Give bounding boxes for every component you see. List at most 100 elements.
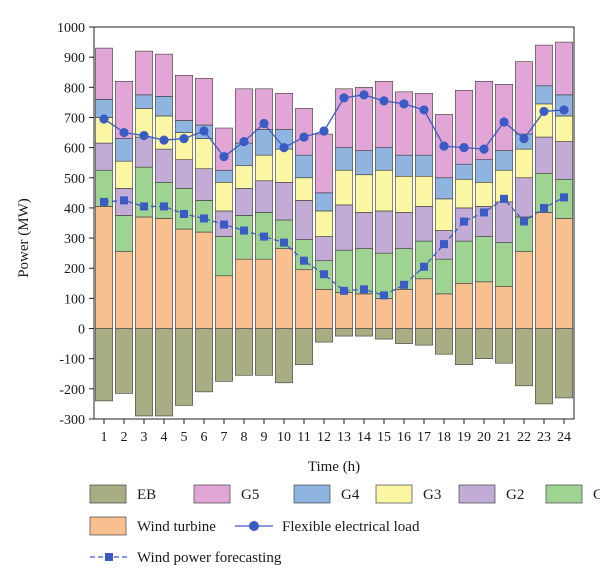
marker-wind-power-forecasting	[340, 286, 348, 295]
bar-g4	[215, 169, 233, 183]
bar-g2	[315, 236, 333, 261]
bar-g3	[395, 175, 413, 213]
bar-g5	[515, 61, 533, 135]
marker-wind-power-forecasting	[500, 194, 508, 203]
marker-flexible-electrical-load	[459, 143, 469, 153]
bar-g2	[515, 177, 533, 218]
marker-wind-power-forecasting	[380, 291, 388, 300]
marker-flexible-electrical-load	[239, 136, 249, 147]
y-tick-label: 900	[64, 51, 85, 66]
marker-wind-power-forecasting	[520, 217, 528, 226]
legend-label-wind-power-forecasting: Wind power forecasting	[137, 550, 282, 566]
bar-wind-turbine	[495, 286, 513, 329]
x-tick-label: 12	[317, 430, 331, 445]
marker-flexible-electrical-load	[219, 152, 229, 162]
bar-eb	[215, 328, 233, 382]
bar-g2	[495, 201, 513, 243]
bar-g1	[235, 215, 253, 260]
y-tick-label: -100	[59, 353, 85, 368]
bar-g5	[355, 87, 373, 151]
bar-eb	[535, 328, 553, 405]
bar-wind-turbine	[235, 258, 253, 329]
marker-wind-power-forecasting	[140, 202, 148, 211]
x-tick-label: 20	[477, 430, 491, 445]
legend-swatch-g3	[375, 484, 413, 504]
bar-wind-turbine	[155, 218, 173, 329]
marker-wind-power-forecasting	[360, 285, 368, 294]
x-tick-label: 21	[497, 430, 511, 445]
bar-g3	[195, 138, 213, 170]
legend-label-g3: G3	[423, 487, 441, 503]
marker-wind-power-forecasting	[560, 193, 568, 202]
bar-g2	[535, 136, 553, 174]
bar-g4	[135, 94, 153, 109]
bar-wind-turbine	[355, 293, 373, 329]
bar-wind-turbine	[415, 278, 433, 329]
bar-wind-turbine	[375, 298, 393, 329]
x-tick-label: 17	[417, 430, 431, 445]
bar-g5	[295, 108, 313, 156]
bar-eb	[435, 328, 453, 355]
y-tick-label: 1000	[57, 21, 85, 36]
bar-g4	[155, 96, 173, 117]
x-tick-label: 5	[181, 430, 188, 445]
marker-flexible-electrical-load	[359, 90, 369, 100]
marker-wind-power-forecasting	[300, 256, 308, 265]
bar-g2	[295, 200, 313, 240]
bar-g5	[135, 50, 153, 96]
bar-eb	[235, 328, 253, 376]
bar-g5	[275, 93, 293, 130]
bar-g3	[435, 198, 453, 231]
y-axis-label: Power (MW)	[16, 198, 32, 278]
marker-wind-power-forecasting	[180, 209, 188, 218]
marker-flexible-electrical-load	[419, 105, 429, 115]
legend-swatch-eb	[89, 484, 127, 504]
bar-g2	[235, 188, 253, 216]
bar-wind-turbine	[175, 228, 193, 329]
legend-swatch-g5	[193, 484, 231, 504]
bar-g1	[215, 236, 233, 277]
bar-g5	[555, 41, 573, 96]
x-tick-label: 16	[397, 430, 411, 445]
bar-g4	[435, 177, 453, 200]
bar-g5	[115, 80, 133, 139]
bar-eb	[255, 328, 273, 376]
x-tick-label: 11	[297, 430, 310, 445]
bar-g4	[295, 154, 313, 179]
bar-g2	[175, 159, 193, 189]
y-tick-label: -300	[59, 413, 85, 428]
bar-eb	[335, 328, 353, 337]
y-tick-label: 200	[64, 262, 85, 277]
marker-wind-power-forecasting	[320, 270, 328, 279]
marker-flexible-electrical-load	[439, 141, 449, 151]
bar-g4	[315, 192, 333, 212]
bar-g4	[255, 129, 273, 156]
legend-marker-wind-power-forecasting	[105, 553, 113, 561]
bar-g3	[375, 169, 393, 212]
legend-label-flexible-electrical-load: Flexible electrical load	[282, 519, 420, 535]
x-tick-label: 4	[161, 430, 168, 445]
bar-g5	[475, 80, 493, 160]
bar-g3	[515, 148, 533, 179]
bar-g4	[175, 120, 193, 133]
bar-eb	[455, 328, 473, 366]
x-tick-label: 23	[537, 430, 551, 445]
bar-g2	[335, 204, 353, 251]
legend-label-g1: G1	[593, 487, 600, 503]
legend-swatch-g2	[458, 484, 496, 504]
bar-g3	[555, 115, 573, 142]
y-tick-label: 600	[64, 142, 85, 157]
marker-wind-power-forecasting	[440, 240, 448, 249]
bar-g2	[255, 180, 273, 213]
marker-flexible-electrical-load	[319, 126, 329, 136]
marker-flexible-electrical-load	[119, 127, 129, 138]
bar-g3	[335, 169, 353, 206]
bar-g4	[115, 138, 133, 162]
bar-wind-turbine	[555, 218, 573, 329]
bar-g2	[195, 168, 213, 201]
marker-flexible-electrical-load	[179, 133, 189, 144]
legend: EB G5 G4 G3 G2 G1 Wind turbine Flexible electri…	[89, 484, 600, 566]
bar-g1	[115, 215, 133, 252]
bar-g2	[95, 142, 113, 171]
marker-wind-power-forecasting	[280, 238, 288, 247]
